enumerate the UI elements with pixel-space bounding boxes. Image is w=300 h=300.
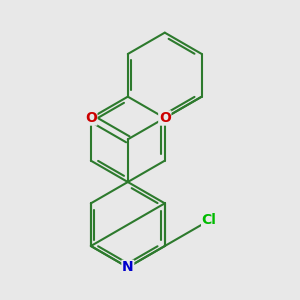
Text: Cl: Cl [202,213,217,227]
Text: N: N [122,260,134,274]
Text: O: O [85,111,97,125]
Text: O: O [159,111,171,125]
